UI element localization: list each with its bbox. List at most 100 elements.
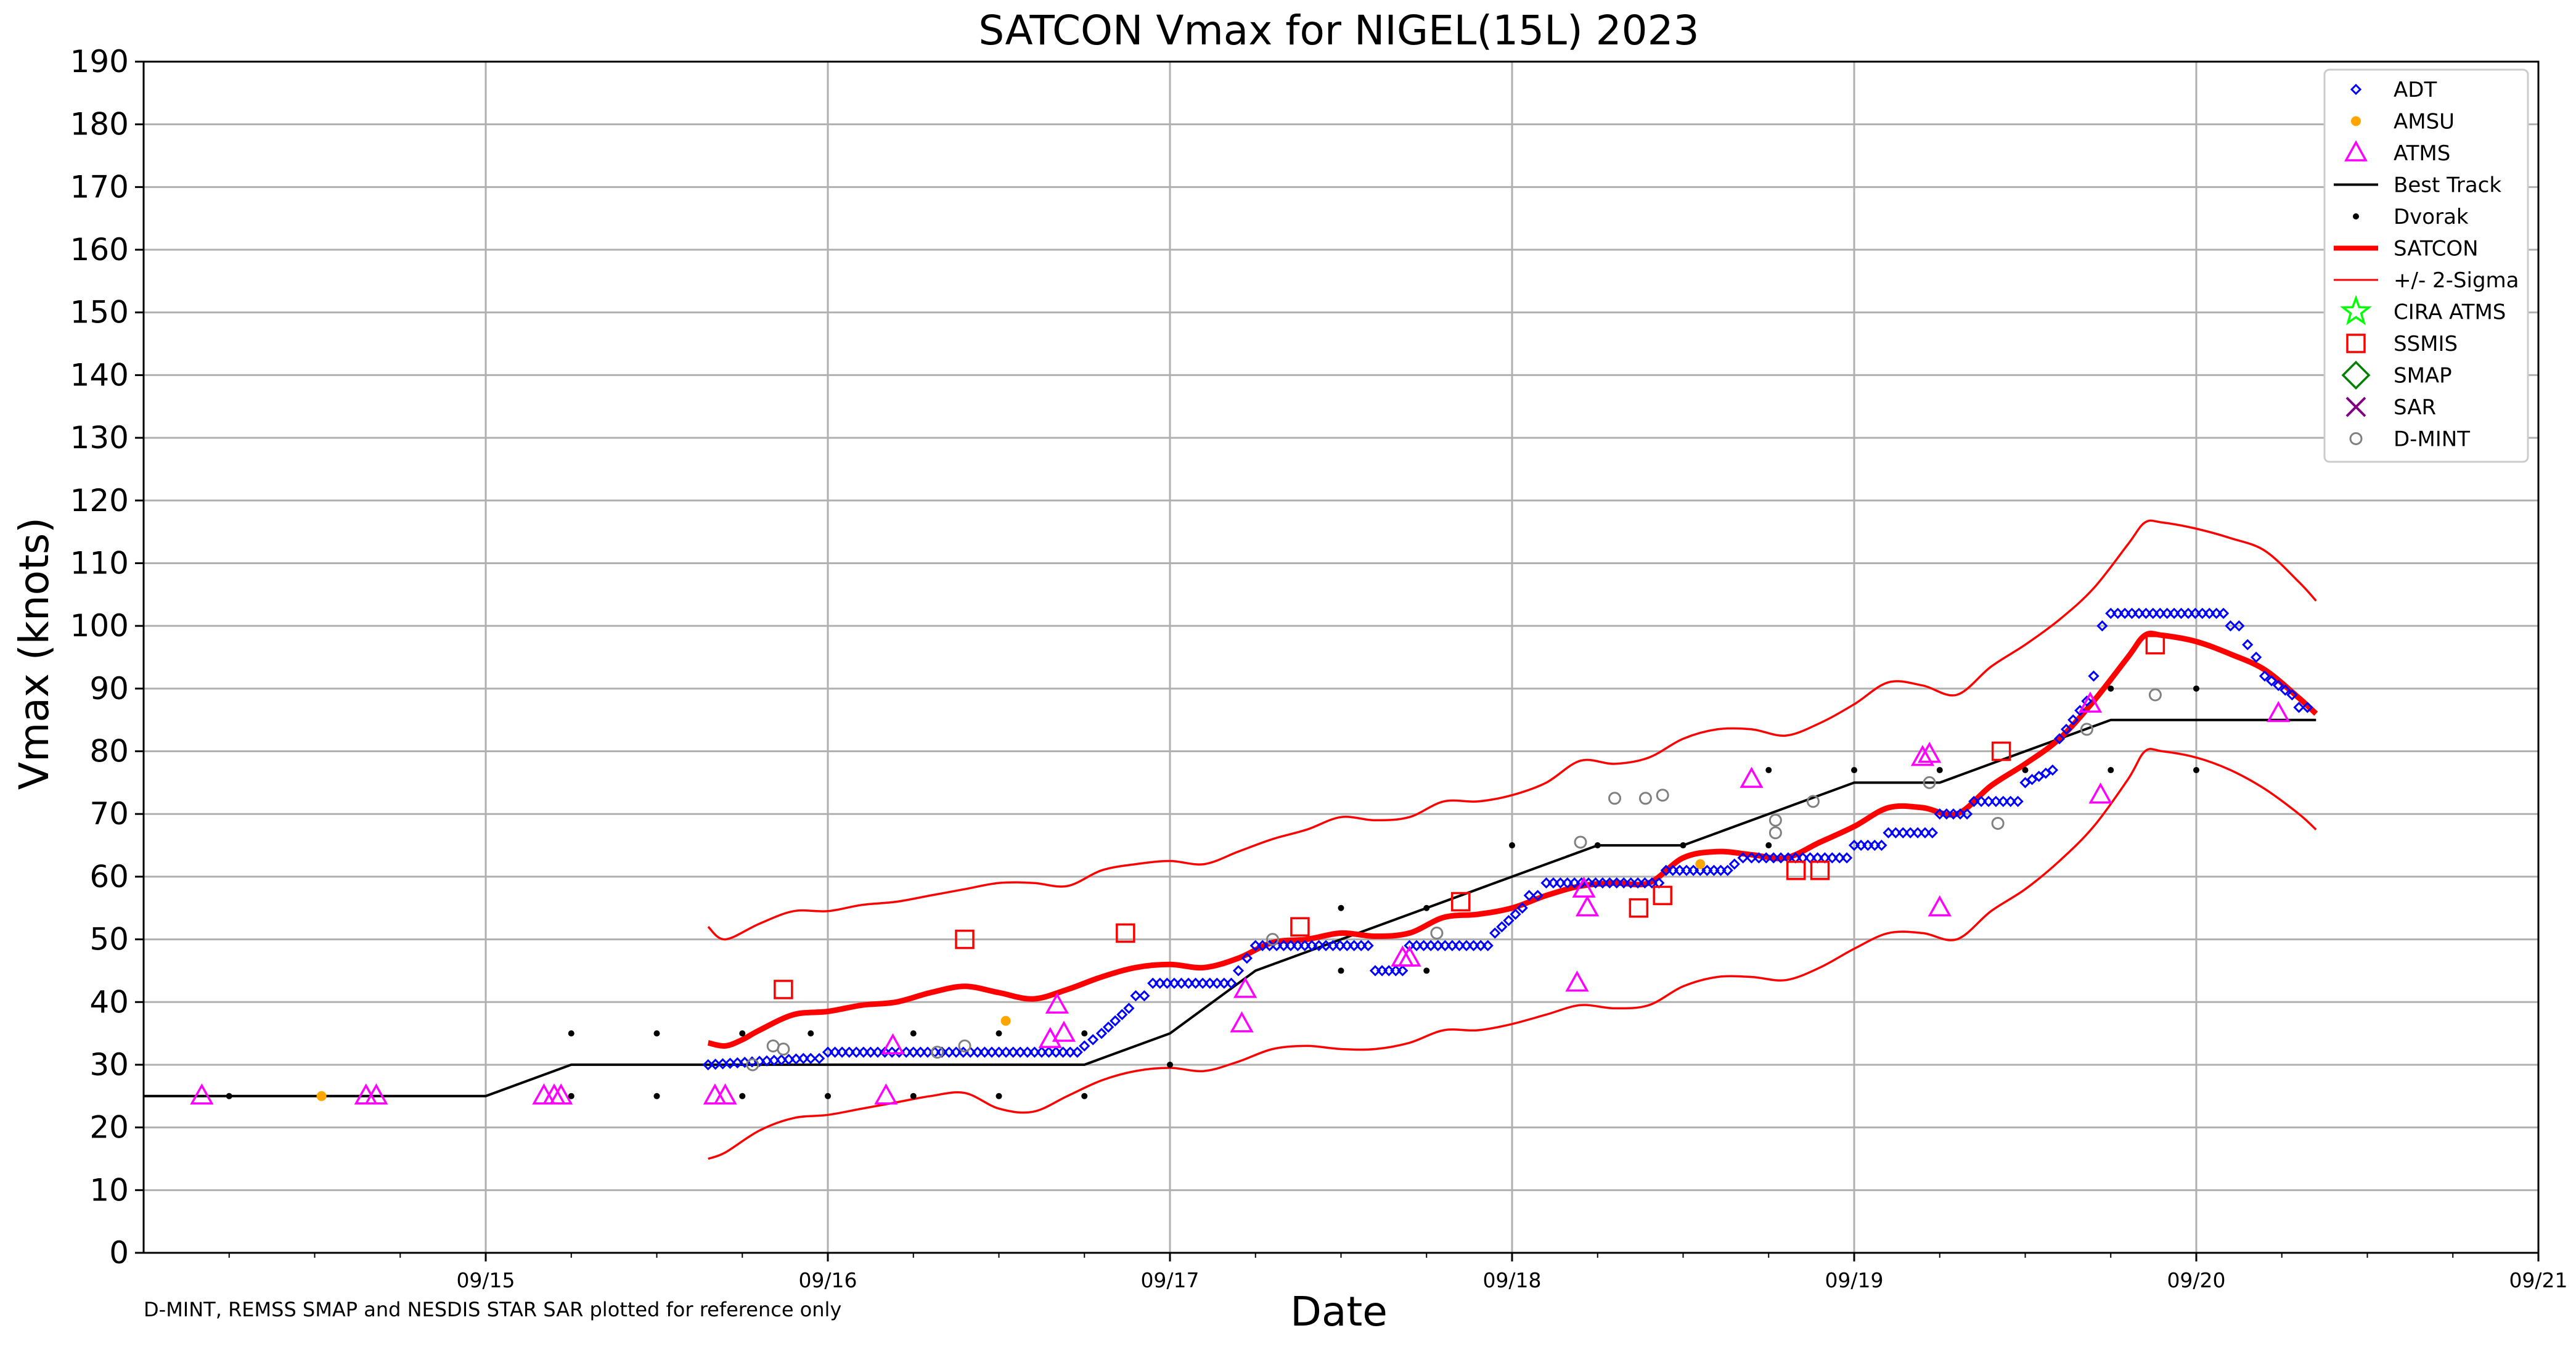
atms-point [1233, 977, 1257, 998]
adt-point [798, 1052, 809, 1064]
dvorak-point [825, 1093, 831, 1099]
adt-point [2060, 723, 2072, 736]
adt-point [1161, 977, 1173, 989]
y-tick-label: 170 [70, 169, 129, 205]
dvorak-point [568, 1093, 574, 1099]
adt-point [1410, 940, 1423, 951]
adt-point [1728, 858, 1740, 870]
atms-point [1575, 895, 1600, 917]
dmint-point [1266, 933, 1279, 946]
adt-point [971, 1046, 983, 1058]
ssmis-point [1290, 917, 1310, 937]
dvorak-point [2193, 767, 2199, 774]
dvorak-point [2108, 767, 2114, 774]
adt-point [1425, 940, 1437, 951]
dmint-point [1991, 816, 2005, 830]
y-tick-label: 20 [89, 1110, 129, 1146]
atms-point [1740, 766, 1764, 788]
adt-point [1516, 902, 1528, 914]
legend-entry: ADT [2350, 78, 2437, 102]
legend-box [2323, 68, 2529, 463]
dvorak-point [739, 1093, 746, 1099]
legend-marker-smap [2341, 361, 2371, 390]
adt-point [1130, 990, 1142, 1002]
adt-point [1982, 795, 1995, 807]
adt-point [1204, 977, 1216, 989]
adt-point [1834, 852, 1846, 864]
ssmis-point [1810, 860, 1830, 880]
dvorak-point [1167, 1061, 1173, 1068]
y-tick-label: 0 [109, 1235, 129, 1271]
adt-point [1241, 952, 1253, 964]
adt-point [1961, 808, 1973, 820]
adt-point [2293, 702, 2305, 713]
atms-point [1572, 876, 1596, 898]
adt-point [872, 1046, 884, 1058]
series-markers [190, 607, 2313, 1105]
adt-point [2081, 695, 2093, 707]
dmint-point [931, 1046, 944, 1059]
adt-point [805, 1052, 817, 1064]
legend-entry: SSMIS [2346, 332, 2458, 356]
ssmis-point [774, 980, 793, 999]
adt-point [1432, 940, 1444, 951]
y-tick-label: 100 [70, 608, 129, 644]
y-tick-label: 120 [70, 483, 129, 519]
adt-point [1489, 927, 1501, 939]
adt-point [2302, 702, 2313, 713]
dmint-point [777, 1043, 790, 1056]
adt-point [986, 1046, 998, 1058]
adt-point [1168, 977, 1180, 989]
adt-point [1737, 852, 1749, 864]
adt-point [1015, 1046, 1026, 1058]
dvorak-point [1423, 967, 1430, 974]
legend-label: SAR [2394, 395, 2436, 420]
adt-point [2067, 714, 2079, 726]
legend-entry: D-MINT [2349, 427, 2470, 452]
atms-point [1910, 745, 1935, 766]
adt-point [1190, 977, 1201, 989]
dvorak-point [1081, 1093, 1088, 1099]
adt-point [1841, 852, 1853, 864]
adt-point [1065, 1046, 1076, 1058]
dvorak-point [996, 1093, 1002, 1099]
adt-point [1926, 827, 1938, 839]
adt-point [865, 1046, 877, 1058]
adt-point [1897, 827, 1909, 839]
adt-point [1087, 1034, 1099, 1046]
legend-entry: SMAP [2341, 361, 2452, 390]
x-tick-label: 09/16 [798, 1268, 857, 1292]
legend-entry: AMSU [2351, 110, 2455, 134]
y-tick-label: 130 [70, 420, 129, 456]
y-tick-label: 50 [89, 922, 129, 957]
adt-point [1768, 852, 1780, 864]
y-tick-label: 140 [70, 357, 129, 393]
ssmis-point [1116, 923, 1135, 943]
atms-point [1397, 945, 1421, 967]
legend-entry: SATCON [2334, 237, 2479, 261]
dvorak-point [653, 1030, 660, 1037]
adt-point [1116, 1009, 1128, 1020]
adt-point [1057, 1046, 1069, 1058]
legend-marker-adt [2350, 83, 2362, 96]
adt-point [2265, 675, 2278, 687]
dvorak-point [808, 1030, 814, 1037]
dmint-point [1608, 792, 1621, 805]
legend-label: AMSU [2394, 110, 2455, 134]
adt-point [907, 1046, 919, 1058]
adt-point [1147, 977, 1159, 989]
adt-point [1123, 1003, 1135, 1014]
x-tick-label: 09/21 [2509, 1268, 2567, 1292]
adt-point [1905, 827, 1916, 839]
dmint-point [1768, 826, 1782, 840]
dmint-point [1430, 926, 1444, 940]
adt-point [1036, 1046, 1048, 1058]
atms-point [190, 1083, 214, 1105]
dvorak-point [910, 1093, 917, 1099]
atms-point [713, 1083, 737, 1105]
legend-label: ADT [2394, 78, 2437, 102]
adt-point [1000, 1046, 1012, 1058]
adt-point [1722, 864, 1733, 876]
adt-point [1139, 990, 1150, 1002]
